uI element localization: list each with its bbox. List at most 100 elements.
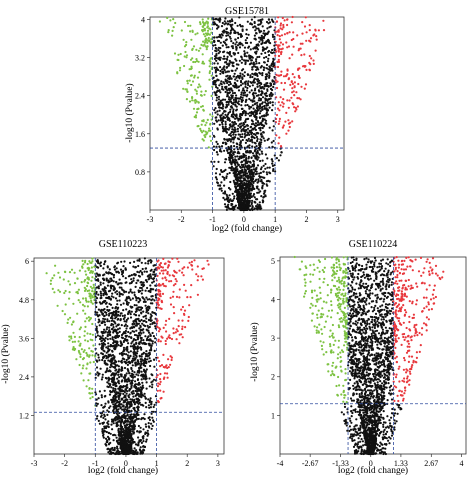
ns-point [224,113,227,116]
ns-point [99,283,102,286]
ns-point [120,397,123,401]
ns-point [232,133,235,136]
ns-point [115,391,118,394]
ns-point [129,261,132,264]
up-regulated-point [178,269,181,272]
ns-point [217,52,220,55]
down-regulated-point [45,272,48,275]
up-regulated-point [178,342,181,345]
up-regulated-point [309,63,312,66]
ns-point [123,366,127,370]
ns-point [237,97,240,100]
up-regulated-point [181,325,184,328]
down-regulated-point [167,29,170,32]
down-regulated-point [91,322,94,326]
ns-point [125,353,128,356]
ns-point [96,266,99,269]
ns-point [113,452,116,455]
ns-point [213,36,216,39]
down-regulated-point [201,18,204,21]
up-regulated-point [286,18,289,21]
up-regulated-point [158,294,161,297]
ns-point [232,42,235,45]
down-regulated-point [85,367,88,370]
ns-point [261,152,264,155]
up-regulated-point [276,107,280,110]
ns-point [150,260,153,263]
ns-point [142,440,145,443]
ns-point [140,339,143,342]
ns-point [215,145,218,148]
ns-point [105,377,108,380]
ns-point [244,141,247,144]
ns-point [228,76,231,79]
ns-point [142,331,145,334]
ns-point [268,146,271,149]
up-regulated-point [281,126,284,129]
up-regulated-point [275,113,279,117]
down-regulated-point [204,35,207,38]
ns-point [137,322,140,325]
ns-point [226,113,230,116]
down-regulated-point [80,348,83,351]
down-regulated-point [198,21,202,24]
ns-point [218,56,221,59]
ns-point [111,428,114,431]
down-regulated-point [64,289,67,293]
ns-point [270,18,274,21]
up-regulated-point [279,41,282,44]
ns-point [135,373,138,376]
ns-point [260,123,263,126]
down-regulated-point [210,94,213,97]
ns-point [243,94,247,97]
up-regulated-point [172,332,175,335]
ns-point [139,452,142,455]
ns-point [151,302,154,305]
ns-point [108,360,112,363]
ns-point [251,84,254,87]
ns-point [215,90,218,94]
up-regulated-point [287,77,291,80]
down-regulated-point [208,127,211,130]
down-regulated-point [71,340,74,343]
ns-point [117,317,120,321]
ns-point [244,172,247,175]
ns-point [272,58,275,61]
up-regulated-point [159,340,162,343]
ns-point [255,58,258,61]
ns-point [139,331,142,334]
ns-point [232,61,235,64]
ns-point [236,151,239,155]
up-regulated-point [299,42,302,45]
x-tick-label: 1 [273,215,277,224]
ns-point [223,198,226,201]
ns-point [249,114,253,117]
ns-point [116,303,119,306]
ns-point [259,168,263,171]
ns-point [252,132,256,136]
ns-point [261,101,264,104]
ns-point [146,429,149,432]
ns-point [109,383,112,386]
ns-point [122,265,125,268]
ns-point [118,278,121,281]
down-regulated-point [89,338,92,341]
up-regulated-point [157,306,160,309]
ns-point [220,181,223,184]
ns-point [266,60,270,63]
down-regulated-point [73,271,76,274]
ns-point [230,100,233,103]
ns-point [223,110,226,113]
ns-point [264,153,267,156]
down-regulated-point [86,332,89,335]
ns-point [219,66,222,69]
up-regulated-point [165,319,168,322]
down-regulated-point [209,62,212,65]
up-regulated-point [301,42,304,45]
ns-point [268,126,271,129]
ns-point [131,430,134,433]
ns-point [213,148,216,152]
ns-point [146,286,149,290]
ns-point [224,123,227,126]
up-regulated-point [283,81,287,85]
